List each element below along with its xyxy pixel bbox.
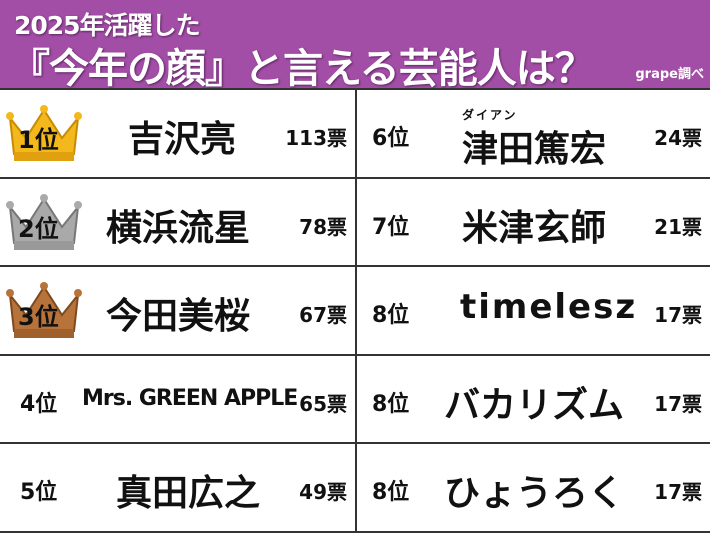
name: ひょうろく	[444, 473, 625, 515]
votes: 17票	[654, 303, 702, 328]
ranking-row: 3位 今田美桜 67票	[0, 267, 355, 356]
votes: 21票	[654, 214, 702, 239]
ranking-row: 8位 ひょうろく 17票	[356, 444, 710, 533]
name: 横浜流星	[106, 207, 251, 249]
votes: 17票	[654, 480, 702, 505]
rank-label: 8位	[372, 391, 410, 417]
ranking-row: 4位 Mrs. GREEN APPLE 65票	[0, 356, 355, 445]
name: 吉沢亮	[128, 119, 237, 160]
rank-label: 1位	[18, 126, 59, 154]
title-line-2: 『今年の顔』と言える芸能人は？	[10, 46, 595, 92]
votes: 113票	[285, 126, 347, 150]
bronze-crown-icon	[6, 282, 82, 339]
name: 真田広之	[116, 473, 261, 515]
rank-label: 7位	[372, 214, 410, 240]
name: Mrs. GREEN APPLE	[82, 385, 298, 411]
ranking-column-left: 1位 吉沢亮 113票 2位 横浜流星 78票 3位 今田美桜 67票 4位 M…	[0, 90, 357, 533]
rank-label: 5位	[20, 480, 58, 506]
votes: 65票	[299, 391, 347, 416]
rank-label: 8位	[372, 480, 410, 506]
ranking-column-right: 6位 ダイアン 津田篤宏 24票 7位 米津玄師 21票 8位 timelesz…	[356, 90, 710, 533]
ranking-row: 8位 バカリズム 17票	[356, 356, 710, 445]
silver-crown-icon	[6, 193, 82, 250]
name: 津田篤宏	[462, 129, 607, 170]
rank-label: 8位	[372, 303, 410, 329]
title-line-1: 2025年活躍した	[14, 11, 201, 40]
gold-crown-icon	[6, 105, 82, 161]
votes: 49票	[299, 480, 347, 505]
ranking-row: 7位 米津玄師 21票	[356, 179, 710, 268]
title-banner: 2025年活躍した 『今年の顔』と言える芸能人は？ grape調べ	[0, 0, 710, 92]
votes: 24票	[654, 126, 702, 150]
rank-label: 4位	[20, 391, 58, 417]
votes: 17票	[654, 391, 702, 416]
ranking-row: 6位 ダイアン 津田篤宏 24票	[356, 90, 710, 179]
ranking-row: 2位 横浜流星 78票	[0, 179, 355, 268]
votes: 78票	[299, 214, 347, 239]
name: バカリズム	[444, 384, 625, 426]
rank-label: 3位	[18, 303, 59, 332]
name: 米津玄師	[462, 207, 607, 249]
name-ruby: ダイアン	[462, 108, 518, 122]
name: 今田美桜	[106, 296, 251, 338]
source-note: grape調べ	[635, 67, 704, 82]
ranking-table: 1位 吉沢亮 113票 2位 横浜流星 78票 3位 今田美桜 67票 4位 M…	[0, 88, 710, 533]
votes: 67票	[299, 303, 347, 328]
ranking-row: 8位 timelesz 17票	[356, 267, 710, 356]
rank-label: 2位	[18, 214, 59, 243]
ranking-row: 1位 吉沢亮 113票	[0, 90, 355, 179]
name: timelesz	[460, 287, 638, 328]
rank-label: 6位	[372, 126, 410, 151]
ranking-row: 5位 真田広之 49票	[0, 444, 355, 533]
